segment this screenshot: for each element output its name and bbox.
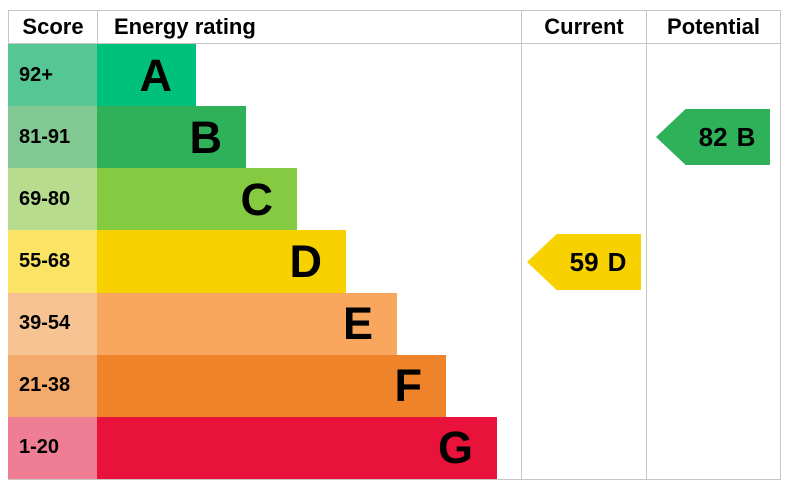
potential-rating-value: 82: [698, 121, 728, 152]
header-left-border: [8, 10, 9, 44]
potential-column-header: Potential: [667, 14, 760, 39]
band-rows: 92+ A 81-91 B 69-80 C 55-68 D 39-54 E 21…: [8, 44, 521, 479]
current-rating-value: 59: [569, 246, 599, 277]
score-range-G: 1-20: [8, 416, 97, 479]
table-right-border: [780, 10, 781, 480]
current-column-divider: [521, 10, 522, 480]
table-bottom-border: [8, 479, 781, 480]
band-bar-B: B: [97, 106, 246, 169]
current-rating-letter: D: [607, 246, 627, 277]
energy-rating-column-header: Energy rating: [114, 14, 256, 39]
band-bar-G: G: [97, 416, 497, 479]
band-row-F: 21-38 F: [8, 354, 521, 417]
score-range-F: 21-38: [8, 354, 97, 417]
potential-rating-arrow: 82 B: [656, 109, 770, 165]
band-row-E: 39-54 E: [8, 292, 521, 355]
score-column-header: Score: [22, 14, 84, 39]
band-row-G: 1-20 G: [8, 416, 521, 479]
header-bottom-border: [8, 43, 781, 44]
score-range-D: 55-68: [8, 230, 97, 293]
band-bar-C: C: [97, 168, 297, 231]
band-row-D: 55-68 D: [8, 230, 521, 293]
band-bar-F: F: [97, 354, 446, 417]
potential-rating-letter: B: [736, 121, 756, 152]
score-range-E: 39-54: [8, 292, 97, 355]
score-range-A: 92+: [8, 44, 97, 107]
band-row-B: 81-91 B: [8, 106, 521, 169]
current-rating-arrow: 59 D: [527, 234, 641, 290]
band-bar-A: A: [97, 44, 196, 107]
score-range-C: 69-80: [8, 168, 97, 231]
potential-column-divider: [646, 10, 647, 480]
score-column-divider: [97, 10, 98, 44]
band-row-A: 92+ A: [8, 44, 521, 107]
score-range-B: 81-91: [8, 106, 97, 169]
current-column-header: Current: [544, 14, 624, 39]
band-bar-D: D: [97, 230, 346, 293]
band-row-C: 69-80 C: [8, 168, 521, 231]
band-bar-E: E: [97, 292, 397, 355]
table-top-border: [8, 10, 781, 11]
